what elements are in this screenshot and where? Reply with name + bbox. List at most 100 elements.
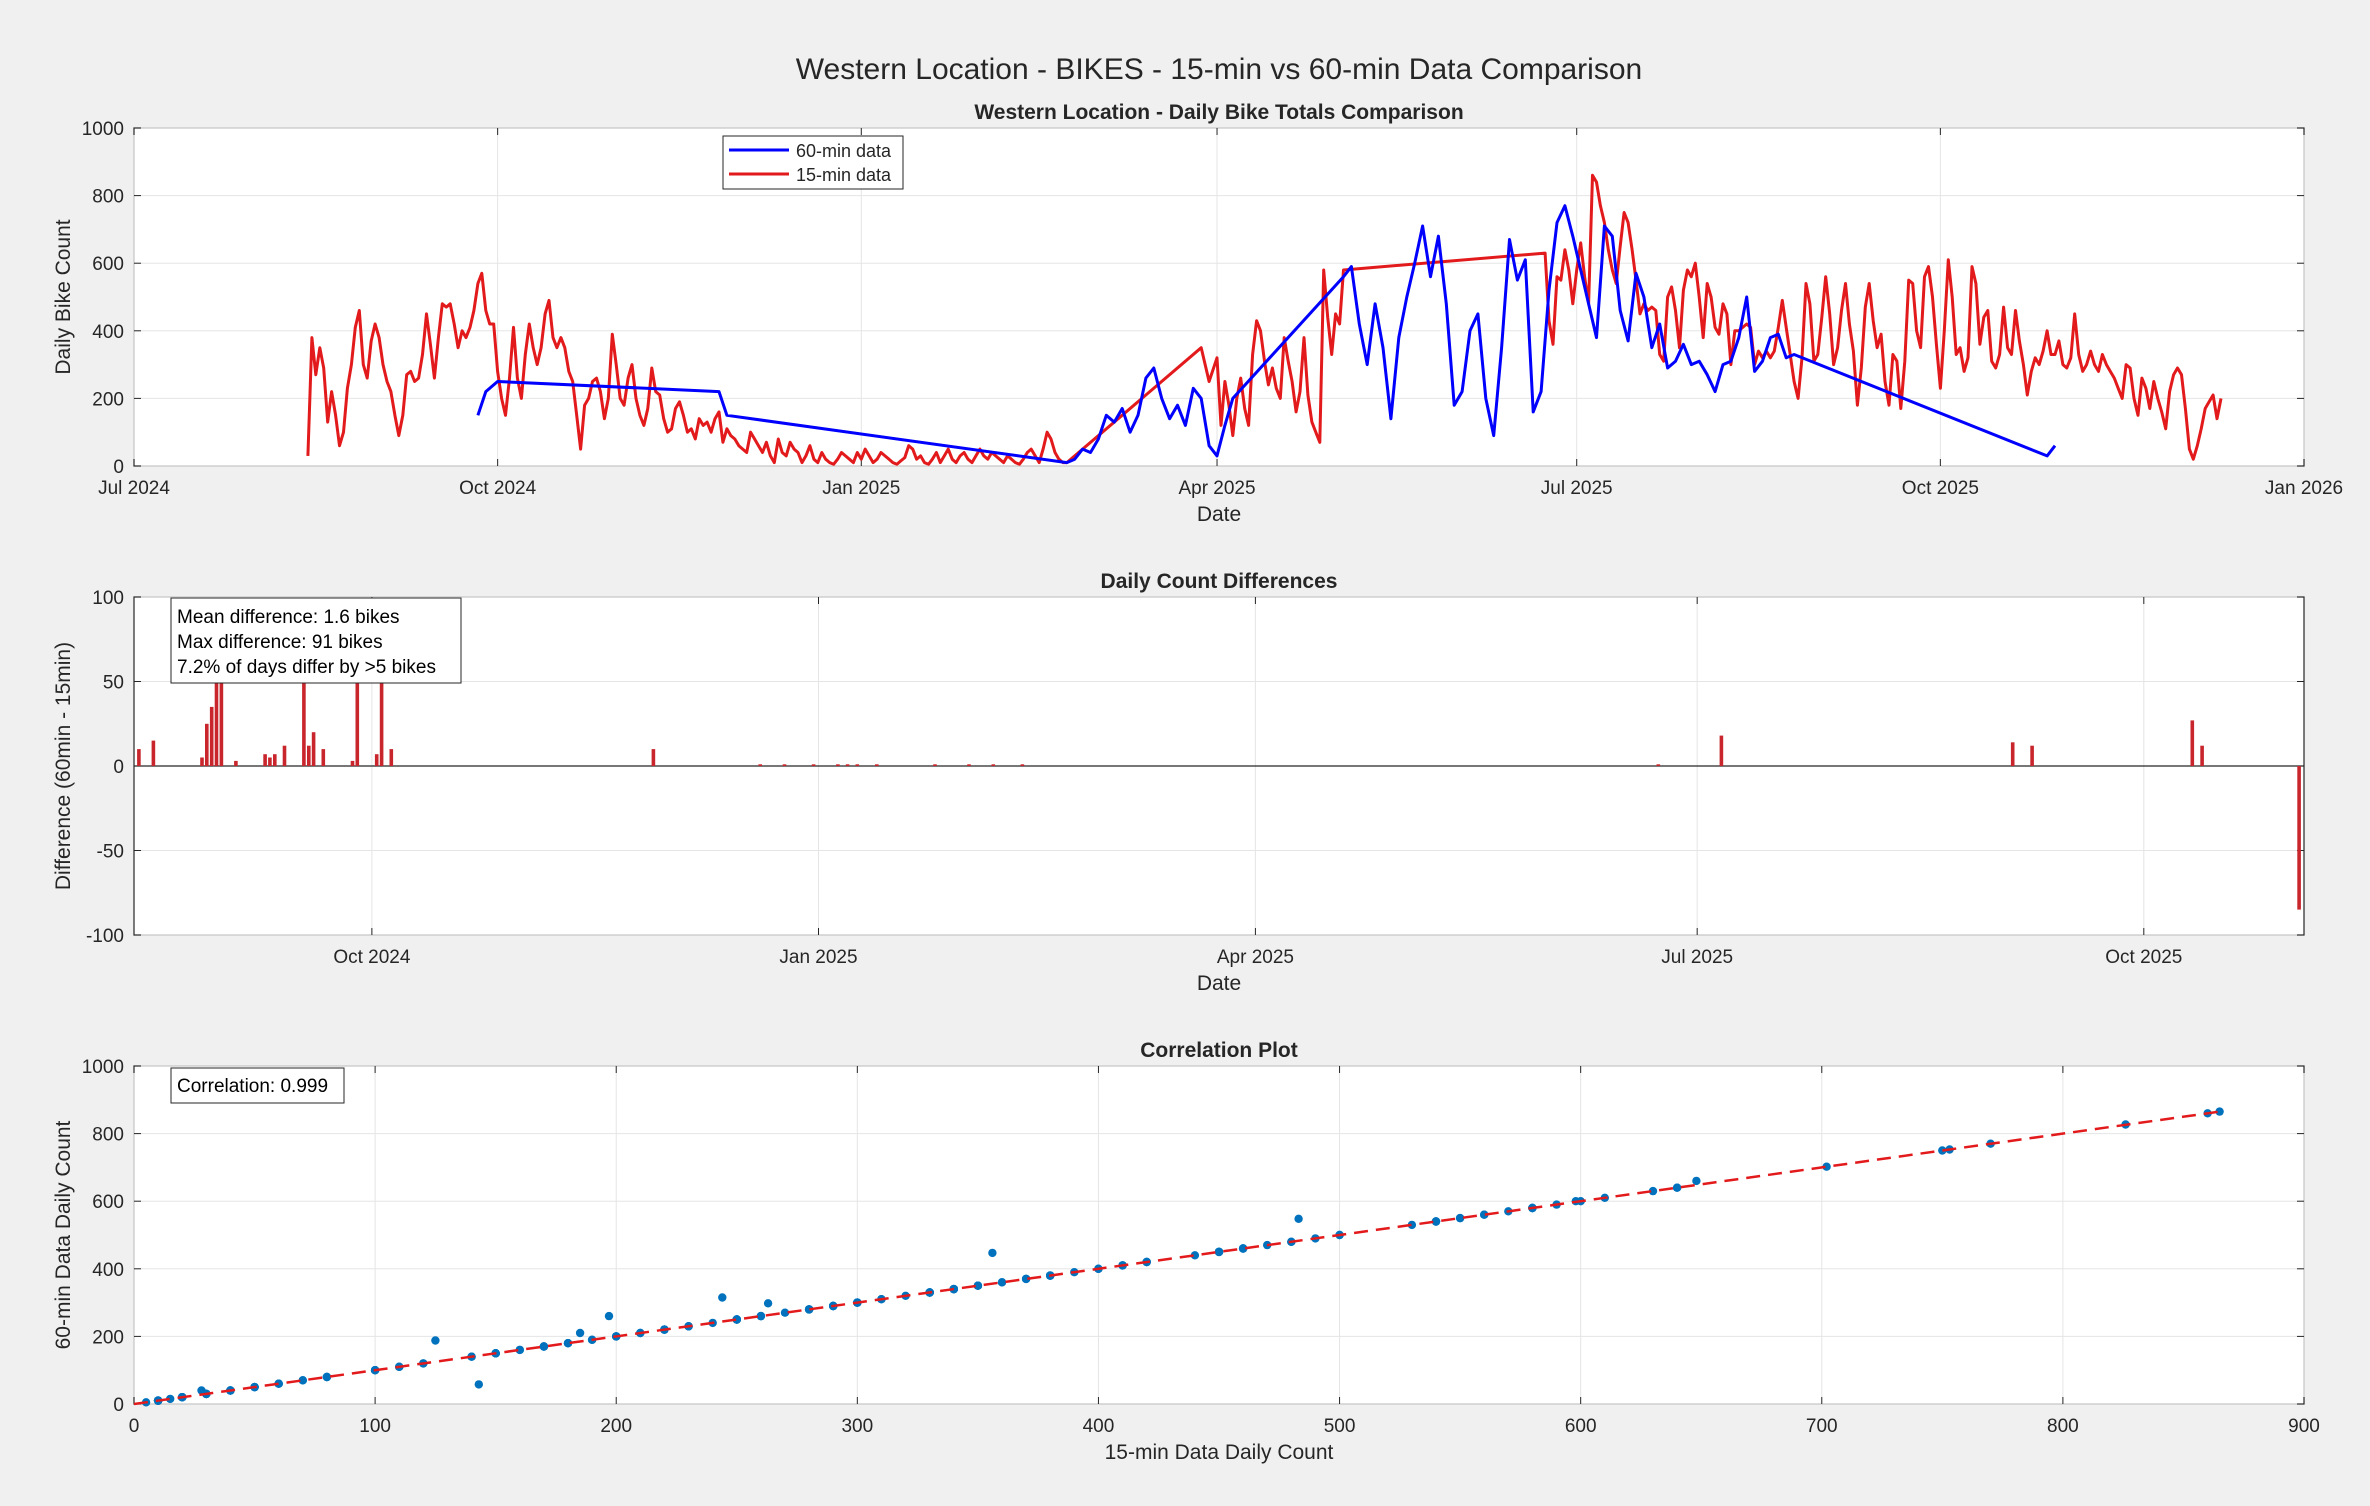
- scatter-point: [718, 1293, 727, 1302]
- x-tick-label: Jan 2026: [2265, 478, 2343, 499]
- x-tick-label: 800: [2047, 1416, 2079, 1437]
- stats-box-frame: [170, 597, 462, 684]
- stats-mean: Mean difference: 1.6 bikes: [177, 607, 400, 628]
- diff-bar: [379, 681, 384, 766]
- x-tick-label: Jul 2025: [1661, 947, 1733, 968]
- ticks: Jul 2024 Oct 2024 Jan 2025 Apr 2025 Jul 2025…: [82, 119, 2343, 499]
- series-line-1: [306, 173, 2223, 466]
- x-axis-label: Date: [1197, 503, 1241, 526]
- correlation-label: Correlation: 0.999: [177, 1076, 328, 1097]
- diff-bar: [758, 764, 762, 766]
- y-tick-label: 0: [113, 457, 124, 478]
- diff-bar: [302, 681, 306, 766]
- diff-bar: [263, 754, 267, 766]
- series-line-0: [476, 204, 2057, 465]
- panel-title: Western Location - Daily Bike Totals Com…: [974, 101, 1463, 124]
- diff-bar: [991, 764, 996, 766]
- figure-title: Western Location - BIKES - 15-min vs 60-…: [796, 53, 1642, 86]
- diff-bar: [205, 723, 209, 767]
- scatter-point: [988, 1248, 997, 1258]
- scatter-point: [515, 1345, 524, 1355]
- scatter-point: [1238, 1244, 1248, 1253]
- scatter-point: [322, 1372, 332, 1382]
- diff-bar: [137, 749, 141, 766]
- diff-bar: [855, 764, 860, 766]
- x-tick-label: 300: [841, 1416, 873, 1437]
- scatter-point: [1214, 1247, 1224, 1257]
- y-tick-label: 1000: [82, 119, 124, 140]
- x-tick-label: Oct 2025: [2105, 947, 2182, 968]
- diff-bar: [374, 754, 379, 766]
- diff-bar: [651, 749, 656, 766]
- legend-box: [722, 135, 904, 190]
- x-tick-label: 0: [129, 1416, 140, 1437]
- scatter-point: [1480, 1210, 1489, 1219]
- scatter-point: [604, 1311, 614, 1321]
- scatter-point: [298, 1376, 307, 1385]
- diff-bar: [933, 764, 937, 766]
- y-tick-label: 400: [92, 322, 124, 343]
- scatter-point: [539, 1342, 549, 1351]
- scatter-point: [1692, 1176, 1701, 1186]
- diff-bar: [282, 745, 287, 766]
- y-tick-label: 0: [113, 1395, 124, 1416]
- y-axis-label: Daily Bike Count: [52, 219, 75, 374]
- grid: [133, 1065, 2305, 1405]
- ticks: 0 100 200 300 400 500 600 700 800 900 0 200 400 600 80…: [82, 1057, 2320, 1437]
- diff-bar: [782, 764, 787, 766]
- diff-bar: [350, 760, 355, 766]
- scatter-point: [804, 1305, 814, 1314]
- scatter-point: [973, 1281, 983, 1290]
- y-tick-label: -100: [86, 926, 124, 947]
- x-tick-label: 500: [1324, 1416, 1356, 1437]
- scatter-point: [1407, 1220, 1417, 1230]
- diff-bar: [214, 681, 219, 766]
- diff-bar: [1656, 764, 1661, 766]
- scatter-point: [997, 1278, 1007, 1287]
- diff-bar: [200, 757, 204, 766]
- diff-bar: [311, 732, 316, 766]
- x-tick-label: 600: [1565, 1416, 1597, 1437]
- diff-bar: [321, 749, 326, 766]
- diff-bar: [845, 764, 850, 766]
- x-axis-label: Date: [1197, 972, 1241, 995]
- panel-differences: Daily Count Differences Date Difference …: [52, 570, 2305, 995]
- scatter-point: [431, 1336, 440, 1345]
- stats-max: Max difference: 91 bikes: [177, 632, 383, 653]
- scatter-point: [474, 1380, 483, 1389]
- diff-bar: [209, 706, 214, 766]
- x-tick-label: Oct 2024: [333, 947, 411, 968]
- scatter-point: [1455, 1213, 1465, 1223]
- y-tick-label: 200: [92, 1327, 124, 1348]
- scatter-point: [197, 1386, 206, 1395]
- stats-pct: 7.2% of days differ by >5 bikes: [177, 657, 436, 678]
- x-tick-label: Oct 2025: [1902, 478, 1979, 499]
- y-tick-label: 400: [92, 1260, 124, 1281]
- scatter-point: [1021, 1274, 1031, 1284]
- x-tick-label: Apr 2025: [1178, 478, 1255, 499]
- x-tick-label: Oct 2024: [459, 478, 537, 499]
- diff-bar: [234, 760, 238, 766]
- diff-bar: [307, 745, 311, 766]
- y-tick-label: 100: [92, 588, 124, 609]
- plot-area: [133, 1065, 2305, 1405]
- scatter-point: [732, 1315, 741, 1324]
- x-tick-label: Jan 2025: [822, 478, 900, 499]
- diff-bar: [151, 740, 156, 766]
- y-tick-label: -50: [97, 842, 124, 863]
- scatter-point: [763, 1299, 773, 1308]
- scatter-point: [563, 1339, 573, 1348]
- scatter-point: [1822, 1162, 1831, 1171]
- diff-bar: [273, 754, 277, 766]
- x-tick-label: Jul 2025: [1541, 478, 1613, 499]
- y-tick-label: 600: [92, 254, 124, 275]
- panel-daily-totals: Western Location - Daily Bike Totals Com…: [52, 101, 2343, 526]
- y-tick-label: 800: [92, 1125, 124, 1146]
- diff-bar: [836, 764, 840, 766]
- x-tick-label: Jul 2024: [98, 478, 170, 499]
- diff-bar: [967, 764, 971, 766]
- scatter-point: [274, 1379, 283, 1388]
- scatter-point: [2215, 1107, 2224, 1116]
- scatter-point: [1648, 1186, 1658, 1196]
- panel-correlation: Correlation Plot 15-min Data Daily Count…: [52, 1039, 2320, 1464]
